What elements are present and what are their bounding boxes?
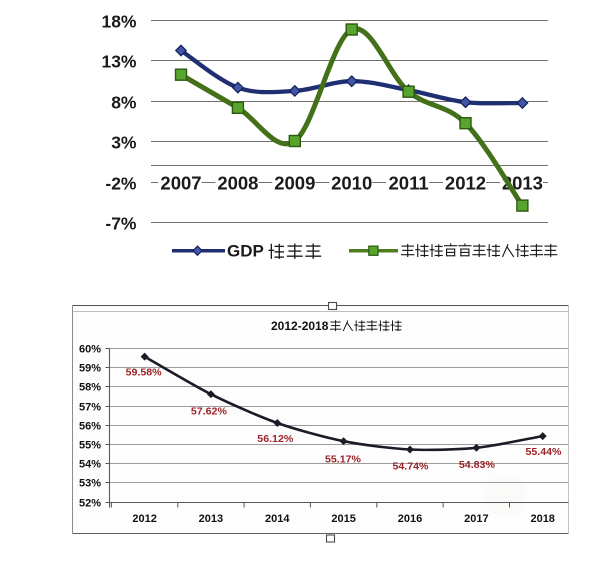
svg-text:18%: 18% [101,12,136,32]
svg-text:54.74%: 54.74% [393,460,430,472]
svg-text:2008: 2008 [217,173,258,194]
svg-text:59.58%: 59.58% [126,367,163,379]
svg-text:54.83%: 54.83% [459,459,496,471]
svg-text:55.17%: 55.17% [325,454,362,466]
svg-text:2017: 2017 [464,513,488,525]
svg-text:60%: 60% [79,344,101,356]
svg-text:56%: 56% [79,421,101,433]
svg-text:2011: 2011 [389,173,429,194]
svg-text:2015: 2015 [331,513,355,525]
svg-text:57%: 57% [79,402,101,414]
svg-text:2012-2018: 2012-2018 [271,319,329,333]
svg-text:3%: 3% [111,133,137,153]
svg-text:-2%: -2% [105,174,137,194]
svg-text:55%: 55% [79,440,101,452]
svg-text:2010: 2010 [331,173,372,194]
svg-text:13%: 13% [101,52,136,72]
svg-text:2012: 2012 [132,513,156,525]
svg-text:-7%: -7% [105,214,137,234]
svg-text:GDP: GDP [227,242,264,261]
svg-text:53%: 53% [79,478,101,490]
svg-text:2016: 2016 [398,513,422,525]
svg-text:56.12%: 56.12% [257,433,294,445]
svg-text:2013: 2013 [199,513,223,525]
svg-text:2009: 2009 [274,173,315,194]
svg-text:55.44%: 55.44% [526,446,563,458]
svg-text:54%: 54% [79,459,101,471]
svg-text:2014: 2014 [265,513,290,525]
svg-text:57.62%: 57.62% [191,405,228,417]
svg-text:59%: 59% [79,363,101,375]
svg-text:52%: 52% [79,498,101,510]
svg-text:8%: 8% [111,93,137,113]
svg-text:2018: 2018 [530,513,554,525]
svg-text:2012: 2012 [445,173,486,194]
svg-text:2007: 2007 [160,173,201,194]
svg-text:58%: 58% [79,382,101,394]
